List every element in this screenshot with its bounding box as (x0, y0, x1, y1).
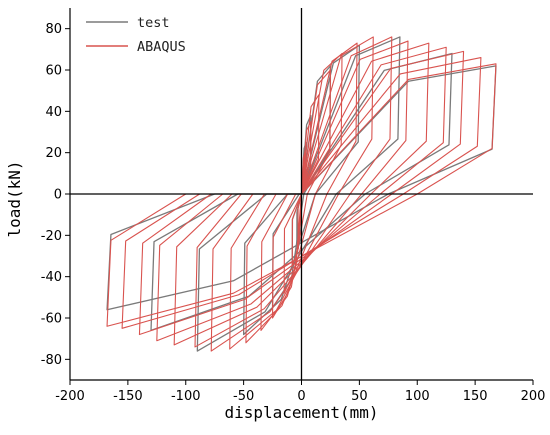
y-tick-label: -60 (41, 312, 62, 327)
y-tick-label: 40 (45, 105, 62, 120)
y-tick-label: -20 (41, 229, 62, 244)
legend-label-abaqus: ABAQUS (137, 39, 186, 55)
x-tick-label: 50 (351, 389, 368, 404)
abaqus-loop-13 (121, 57, 482, 329)
legend: test ABAQUS (86, 15, 186, 55)
y-tick-label: 80 (45, 22, 62, 37)
legend-label-test: test (137, 15, 170, 31)
y-tick-label: 0 (54, 188, 62, 203)
x-tick-label: -100 (171, 389, 201, 404)
x-tick-label: 150 (463, 389, 488, 404)
x-tick-label: -150 (113, 389, 143, 404)
y-tick-label: -40 (41, 270, 62, 285)
series-abaqus (106, 36, 497, 352)
x-axis-title: displacement(mm) (224, 403, 378, 422)
x-tick-label: -200 (55, 389, 85, 404)
series-layer (106, 36, 497, 352)
x-tick-label: 0 (297, 389, 305, 404)
abaqus-loop-14 (106, 63, 497, 327)
x-tick-label: 100 (405, 389, 430, 404)
abaqus-loop-6 (245, 42, 358, 344)
y-axis-title: load(kN) (5, 160, 24, 237)
ticks-layer: -200 -150 -100 -50 0 50 100 150 200-80-60-40-200… (41, 22, 546, 404)
x-tick-label: 200 (521, 389, 546, 404)
y-tick-label: 60 (45, 64, 62, 79)
x-tick-label: -50 (233, 389, 254, 404)
test-loop-7 (106, 65, 497, 311)
y-tick-label: -80 (41, 353, 62, 368)
abaqus-loop-4 (272, 69, 331, 319)
y-tick-label: 20 (45, 146, 62, 161)
